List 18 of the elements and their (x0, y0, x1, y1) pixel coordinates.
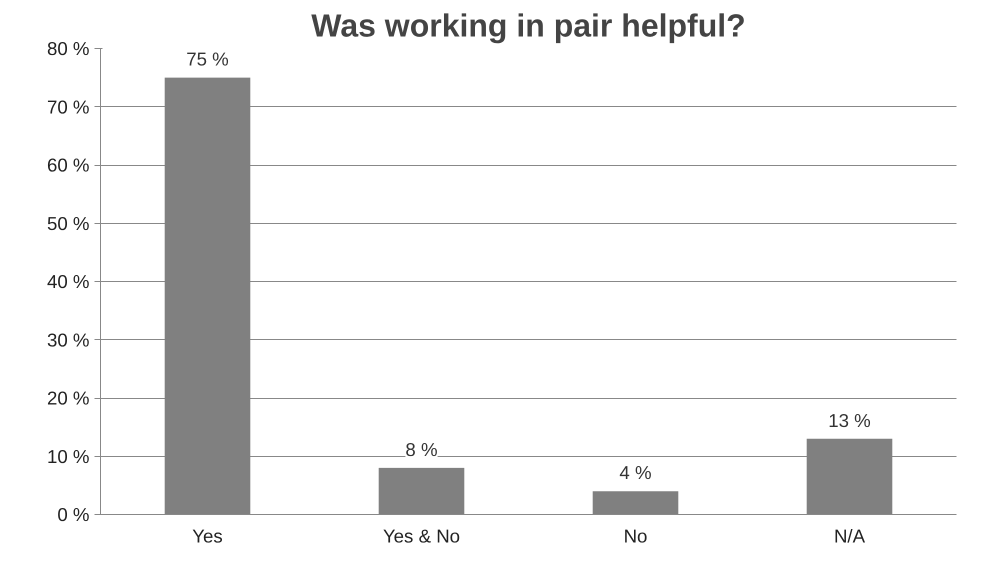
y-tick-label: 60 % (46, 154, 90, 176)
x-tick-label: No (624, 526, 648, 546)
y-tick-label: 80 % (46, 38, 90, 59)
data-label: 13 % (828, 410, 871, 431)
x-tick-label: Yes & No (382, 526, 460, 546)
data-label: 4 % (619, 462, 652, 484)
y-tick-label: 30 % (46, 329, 90, 350)
y-tick-label: 50 % (46, 212, 90, 234)
y-tick-label: 40 % (46, 271, 90, 292)
y-tick-label: 70 % (46, 96, 90, 118)
chart-title: Was working in pair helpful? (311, 8, 746, 44)
data-label: 75 % (186, 48, 229, 70)
y-tick-label: 10 % (46, 446, 90, 467)
data-label: 8 % (405, 438, 438, 460)
y-tick-label: 20 % (46, 388, 90, 408)
x-tick-label: N/A (834, 526, 866, 546)
x-tick-label: Yes (192, 526, 223, 546)
y-tick-label: 0 % (57, 504, 90, 525)
